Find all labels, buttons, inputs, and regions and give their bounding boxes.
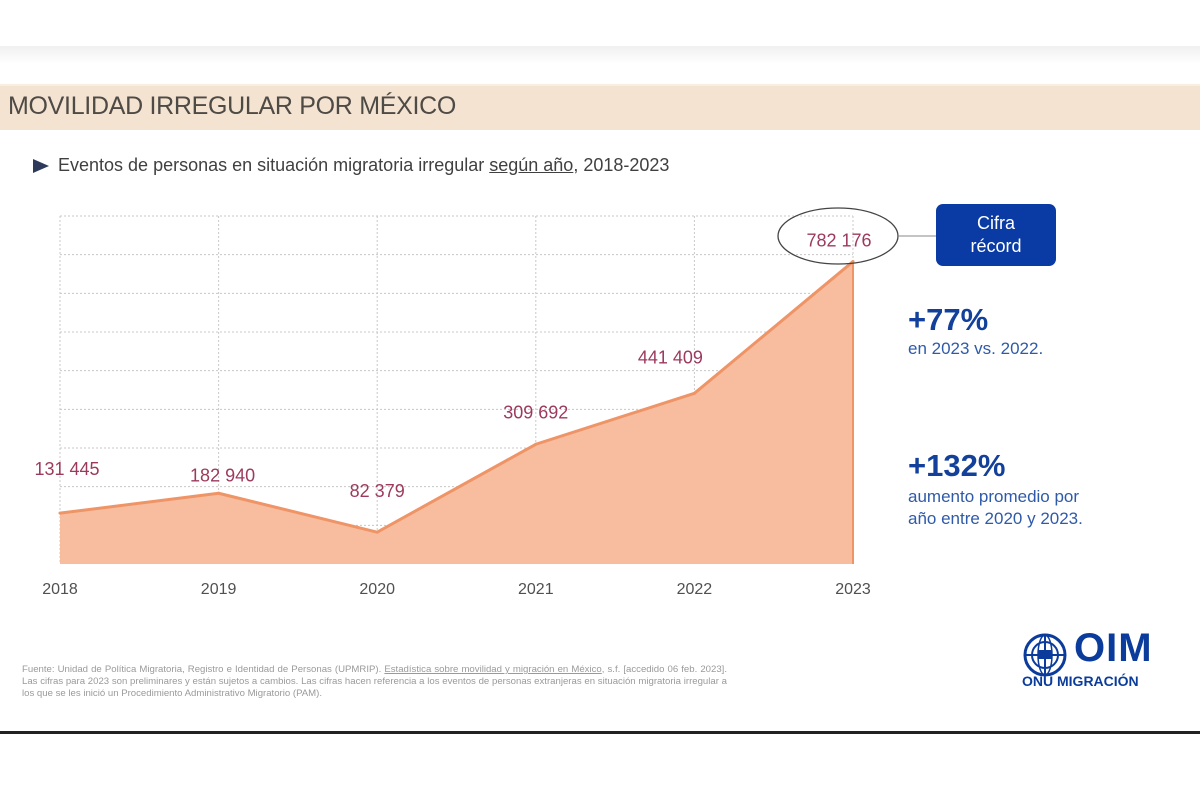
data-label-2022: 441 409	[638, 347, 703, 367]
oim-logo: OIM ONU MIGRACIÓN	[1022, 626, 1172, 690]
series-line	[59, 260, 854, 534]
footnote-part2: , s.f. [accedido 06 feb. 2023]. Las cifr…	[22, 664, 728, 699]
page-title: MOVILIDAD IRREGULAR POR MÉXICO	[8, 92, 457, 120]
badge-line1: Cifra	[976, 213, 1015, 233]
title-band: MOVILIDAD IRREGULAR POR MÉXICO	[0, 84, 1200, 130]
chart-area-layer	[58, 260, 855, 564]
x-tick-2021: 2021	[518, 581, 554, 598]
data-point-2021	[534, 442, 538, 446]
un-globe-emblem-icon	[1023, 633, 1067, 677]
data-point-2023	[851, 260, 855, 264]
chart-annotations	[777, 207, 936, 265]
logo-oim-text: OIM	[1074, 626, 1153, 670]
subtitle-prefix: Eventos de personas en situación migrato…	[58, 155, 490, 175]
logo-tagline: ONU MIGRACIÓN	[1022, 673, 1139, 689]
top-shade	[0, 46, 1200, 64]
stat-average-value: +132%	[908, 448, 1006, 483]
data-label-2019: 182 940	[190, 465, 255, 485]
stat-yoy-desc: en 2023 vs. 2022.	[908, 339, 1044, 358]
x-tick-2019: 2019	[201, 581, 237, 598]
data-label-2023: 782 176	[806, 231, 871, 251]
footnote-link[interactable]: Estadística sobre movilidad y migración …	[384, 664, 602, 675]
x-tick-2020: 2020	[359, 581, 395, 598]
footnote-part1: Fuente: Unidad de Política Migratoria, R…	[22, 664, 385, 675]
data-point-2019	[217, 491, 221, 495]
chart-subtitle: Eventos de personas en situación migrato…	[33, 155, 669, 176]
data-point-2018	[58, 511, 62, 515]
data-label-2020: 82 379	[350, 481, 405, 501]
data-label-2018: 131 445	[34, 459, 99, 479]
stat-average: +132% aumento promedio por año entre 202…	[908, 448, 1083, 530]
x-tick-2018: 2018	[42, 581, 78, 598]
stat-yoy-value: +77%	[908, 302, 989, 337]
data-point-2022	[692, 391, 696, 395]
stat-average-desc-2: año entre 2020 y 2023.	[908, 509, 1083, 528]
subtitle-suffix: , 2018-2023	[573, 155, 670, 175]
stat-yoy: +77% en 2023 vs. 2022.	[908, 302, 1043, 360]
data-label-2021: 309 692	[503, 402, 568, 422]
x-tick-2022: 2022	[677, 581, 713, 598]
stat-average-desc-1: aumento promedio por	[908, 487, 1080, 506]
source-footnote: Fuente: Unidad de Política Migratoria, R…	[22, 664, 727, 700]
x-axis-ticks: 2018 2019 2020 2021 2022 2023	[42, 581, 871, 598]
bottom-rule	[0, 731, 1200, 734]
chart-labels: 131 445 182 940 82 379 309 692 441 409 782 17…	[34, 231, 871, 502]
badge-line2: récord	[970, 236, 1022, 256]
subtitle-underlined: según año	[489, 155, 574, 175]
x-tick-2023: 2023	[835, 581, 871, 598]
data-point-2020	[375, 530, 379, 534]
record-badge: Cifra récord	[936, 204, 1056, 266]
area-fill	[60, 261, 853, 564]
area-chart: 131 445 182 940 82 379 309 692 441 409 782 17…	[34, 207, 936, 598]
triangle-right-icon	[33, 158, 49, 173]
